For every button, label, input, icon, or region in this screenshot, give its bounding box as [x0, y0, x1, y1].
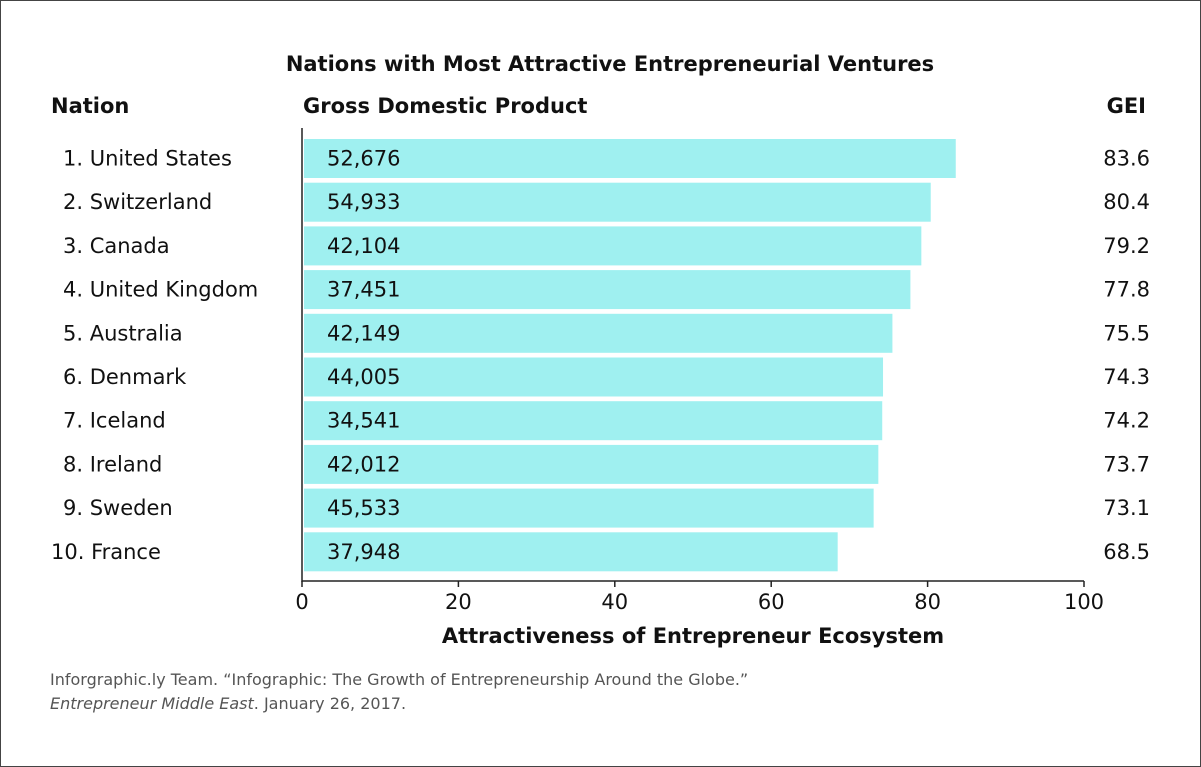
nation-label: 5. Australia	[63, 321, 183, 345]
x-tick-label: 80	[914, 590, 941, 614]
gdp-label: 45,533	[327, 496, 400, 520]
x-tick-label: 0	[295, 590, 308, 614]
bar	[304, 401, 883, 441]
bar	[304, 444, 879, 484]
nation-label: 2. Switzerland	[63, 190, 212, 214]
gei-label: 79.2	[1103, 234, 1150, 258]
nation-label: 10. France	[51, 540, 161, 564]
gdp-label: 42,104	[327, 234, 400, 258]
x-tick-label: 100	[1064, 590, 1104, 614]
gei-label: 80.4	[1103, 190, 1150, 214]
gei-label: 77.8	[1103, 278, 1150, 302]
source-publication-name: Entrepreneur Middle East	[50, 694, 254, 713]
nation-label: 3. Canada	[63, 234, 170, 258]
bar	[304, 270, 911, 310]
gdp-label: 42,012	[327, 452, 400, 476]
x-tick-label: 60	[758, 590, 785, 614]
gdp-label: 42,149	[327, 321, 400, 345]
gdp-label: 37,451	[327, 278, 400, 302]
labels-group: 1. United States 52,676 83.6 2. Switzerland…	[51, 147, 1150, 564]
bar	[304, 313, 893, 353]
nation-label: 8. Ireland	[63, 452, 162, 476]
gdp-label: 52,676	[327, 147, 400, 171]
bar	[304, 182, 931, 222]
header-gdp: Gross Domestic Product	[303, 94, 587, 118]
nation-label: 4. United Kingdom	[63, 278, 258, 302]
gei-label: 68.5	[1103, 540, 1150, 564]
bars-group	[304, 139, 956, 572]
bar	[304, 226, 922, 266]
bar	[304, 139, 956, 178]
gei-label: 74.3	[1103, 365, 1150, 389]
bar	[304, 532, 838, 572]
chart-title: Nations with Most Attractive Entrepreneu…	[286, 52, 934, 76]
source-citation: Inforgraphic.ly Team. “Infographic: The …	[50, 670, 749, 689]
nation-label: 6. Denmark	[63, 365, 187, 389]
nation-label: 9. Sweden	[63, 496, 173, 520]
source-date: . January 26, 2017.	[253, 694, 407, 713]
gei-label: 73.7	[1103, 452, 1150, 476]
gei-label: 83.6	[1103, 147, 1150, 171]
x-ticks-group: 0 20 40 60 80 100	[295, 581, 1104, 614]
header-gei: GEI	[1107, 94, 1146, 118]
source-publication: Entrepreneur Middle East. January 26, 20…	[50, 694, 406, 713]
gdp-label: 44,005	[327, 365, 400, 389]
bar	[304, 488, 874, 528]
gdp-label: 37,948	[327, 540, 400, 564]
header-nation: Nation	[51, 94, 129, 118]
gei-label: 73.1	[1103, 496, 1150, 520]
bar	[304, 357, 884, 397]
x-tick-label: 20	[445, 590, 472, 614]
x-tick-label: 40	[601, 590, 628, 614]
gei-label: 74.2	[1103, 409, 1150, 433]
gdp-label: 54,933	[327, 190, 400, 214]
x-axis-label: Attractiveness of Entrepreneur Ecosystem	[442, 624, 944, 648]
gdp-label: 34,541	[327, 409, 400, 433]
gei-label: 75.5	[1103, 321, 1150, 345]
nation-label: 7. Iceland	[63, 409, 166, 433]
nation-label: 1. United States	[63, 147, 232, 171]
